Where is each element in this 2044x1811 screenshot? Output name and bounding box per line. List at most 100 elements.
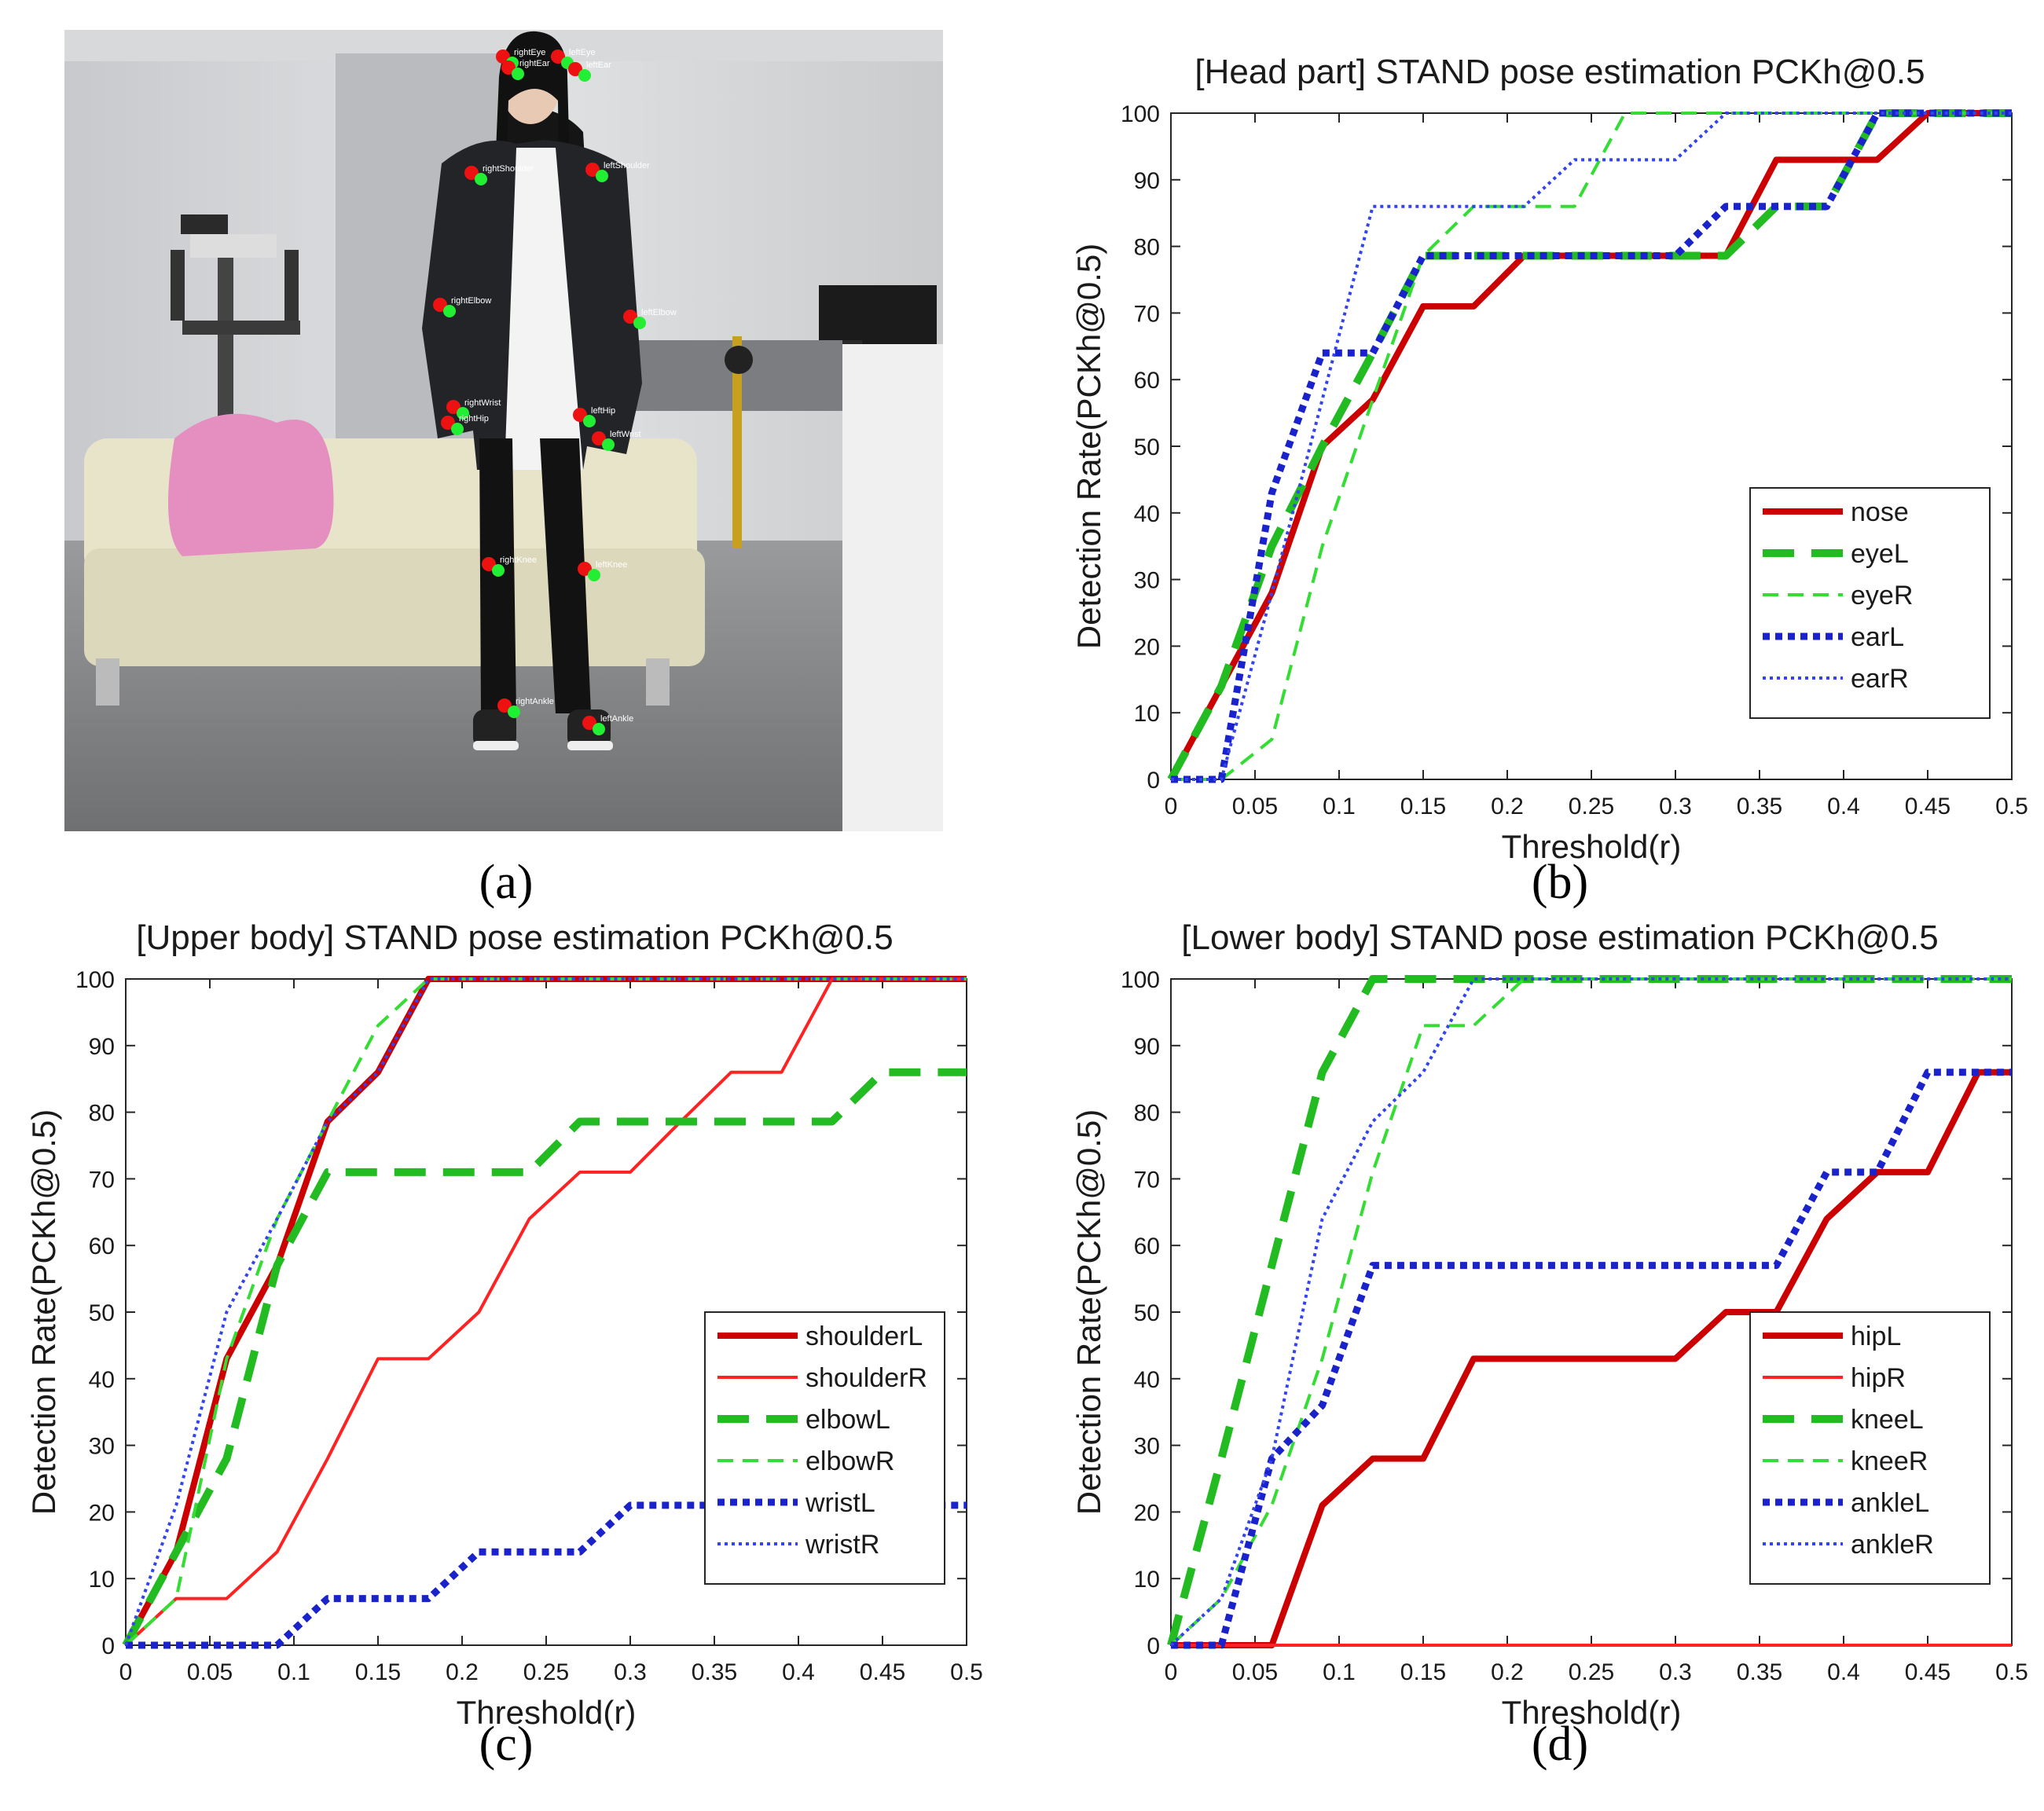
keypoint-label: rightShoulder [483,164,534,174]
keypoint-green [593,723,605,735]
x-tick-label: 0.25 [523,1659,569,1685]
keypoint-label: rightEye [514,48,545,57]
x-tick-label: 0.35 [1737,1659,1782,1685]
keypoint-green [583,415,596,427]
x-tick-label: 0.15 [355,1659,401,1685]
legend-label-wristL: wristL [805,1488,875,1518]
legend-label-nose: nose [1851,497,1909,527]
keypoint-red [464,166,479,180]
y-tick-label: 30 [1134,568,1160,594]
y-tick-label: 80 [1134,1101,1160,1127]
keypoint-green [596,170,608,182]
photo-equipment [171,214,300,462]
keypoint-red [582,716,596,730]
x-tick-label: 0.4 [782,1659,815,1685]
keypoint-red [501,60,516,75]
legend-label-ankleL: ankleL [1851,1488,1929,1518]
keypoint-green [457,407,469,420]
keypoint-label: leftShoulder [604,161,650,170]
series-line-wristL [126,1501,967,1649]
series-line-wristR [124,977,967,1646]
keypoint-green [475,173,487,185]
keypoint-green [451,423,464,435]
x-tick-label: 0.3 [1659,794,1692,819]
keypoint-red [573,408,587,422]
keypoint-red [623,310,637,324]
x-tick-label: 0.45 [860,1659,905,1685]
keypoint-label: rightElbow [451,296,491,306]
series-line-shoulderR [124,977,967,1647]
y-tick-label: 70 [1134,1167,1160,1193]
caption-c: (c) [479,1718,534,1771]
keypoint-red [551,49,565,64]
chart-upper-body: [Upper body] STAND pose estimation PCKh@… [25,918,983,1731]
keypoint-red [446,400,461,414]
legend-label-ankleR: ankleR [1851,1530,1934,1560]
keypoint-green [633,317,646,329]
x-tick-label: 0.25 [1569,1659,1614,1685]
y-tick-label: 100 [1121,101,1160,127]
keypoint-label: rightAnkle [516,697,554,706]
keypoint-red [433,298,447,312]
keypoint-red [496,49,510,64]
chart-title: [Head part] STAND pose estimation PCKh@0… [1194,53,1925,91]
keypoint-red [441,416,455,430]
photo-speaker [725,346,753,374]
y-tick-label: 10 [1134,701,1160,727]
legend-label-elbowL: elbowL [805,1405,890,1435]
legend-label-kneeR: kneeR [1851,1446,1928,1476]
legend: shoulderL shoulderR elbowL elbowR wristL wris… [704,1311,945,1585]
caption-a: (a) [479,856,534,909]
legend-label-wristR: wristR [805,1530,879,1560]
pose-photo: rightEye leftEye rightEar leftEar rightShoul… [64,30,943,831]
y-tick-label: 20 [1134,634,1160,660]
legend-label-elbowR: elbowR [805,1446,894,1476]
x-tick-label: 0.2 [1491,1659,1524,1685]
photo-pole [732,336,742,548]
y-tick-label: 70 [1134,301,1160,327]
y-tick-label: 0 [1147,1633,1160,1659]
x-tick-label: 0.2 [446,1659,479,1685]
keypoint-green [492,564,505,577]
x-tick-label: 0.15 [1400,1659,1446,1685]
legend-box [1749,487,1991,719]
x-tick-label: 0.1 [1323,794,1356,819]
keypoint-green [588,569,600,581]
y-tick-label: 20 [89,1500,115,1526]
x-axis-label: Threshold(r) [1502,828,1682,865]
keypoint-red [482,557,496,571]
x-tick-label: 0.05 [1232,794,1278,819]
y-tick-label: 90 [1134,168,1160,194]
y-tick-label: 80 [1134,235,1160,261]
keypoint-label: leftWrist [610,430,641,439]
y-tick-label: 80 [89,1101,115,1127]
legend-label-shoulderL: shoulderL [805,1322,923,1351]
y-tick-label: 30 [1134,1434,1160,1460]
y-axis-label: Detection Rate(PCKh@0.5) [1070,1109,1107,1516]
keypoint-label: leftKnee [596,560,627,570]
x-axis-label: Threshold(r) [1502,1694,1682,1731]
legend-label-eyeL: eyeL [1851,539,1909,569]
legend-label-earR: earR [1851,664,1909,694]
keypoint-green [602,438,615,451]
y-axis-label: Detection Rate(PCKh@0.5) [25,1109,62,1516]
keypoint-green [578,69,591,82]
keypoint-red [578,562,592,576]
keypoint-label: leftEye [569,48,596,57]
x-tick-label: 0.4 [1827,1659,1860,1685]
x-tick-label: 0 [119,1659,133,1685]
series-line-earL [1171,109,2012,783]
keypoint-label: leftAnkle [600,714,633,724]
keypoint-red [585,163,600,177]
y-tick-label: 100 [75,967,115,993]
chart-title: [Lower body] STAND pose estimation PCKh@… [1181,918,1938,957]
keypoint-red [568,62,582,76]
x-tick-label: 0.15 [1400,794,1446,819]
keypoint-label: leftHip [591,406,615,416]
y-tick-label: 10 [1134,1567,1160,1593]
x-tick-label: 0.25 [1569,794,1614,819]
y-tick-label: 100 [1121,967,1160,993]
legend-label-shoulderR: shoulderR [805,1363,927,1393]
x-tick-label: 0.3 [614,1659,647,1685]
y-tick-label: 30 [89,1434,115,1460]
